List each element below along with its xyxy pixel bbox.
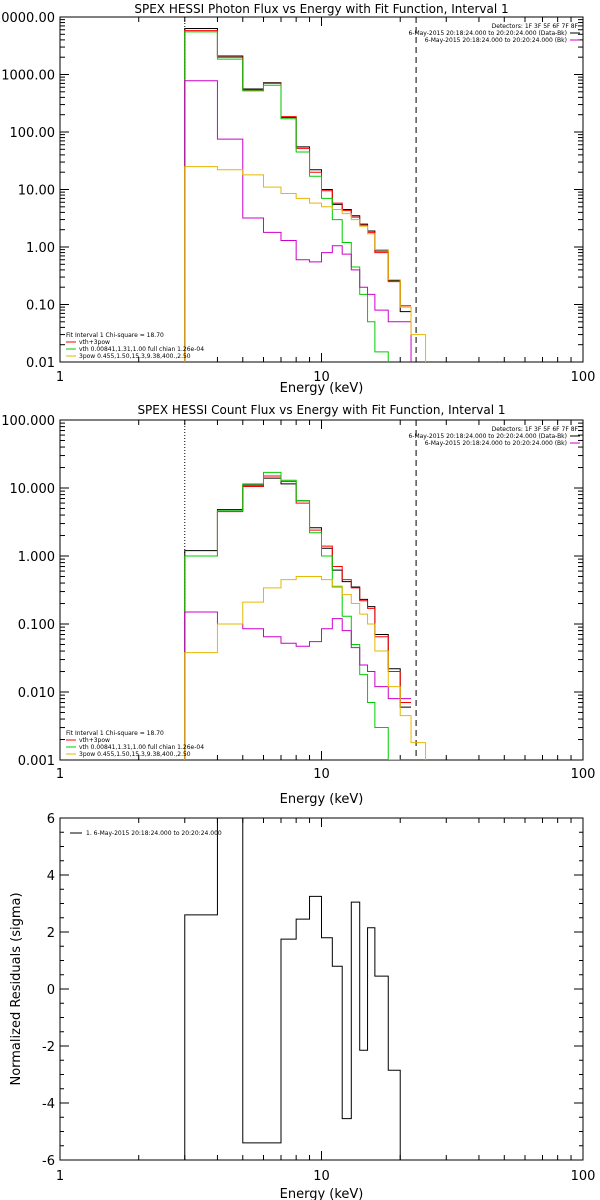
- y-tick-label: -2: [42, 1040, 55, 1055]
- legend-entry: 3pow 0.455,1.50,15.3,9.38,400.,2.50: [79, 353, 191, 360]
- series-line-5: [184, 166, 427, 362]
- y-tick-label: 4: [47, 869, 55, 884]
- legend-top-right: Detectors: 1F 3F 5F 6F 7F 8F6-May-2015 2…: [408, 426, 580, 447]
- x-tick-label: 100: [571, 1169, 596, 1184]
- y-tick-label: 1.000: [18, 550, 55, 565]
- legend-entry: 6-May-2015 20:18:24.000 to 20:20:24.000 …: [425, 37, 567, 44]
- plot-frame: [59, 419, 584, 761]
- series-line-1: [184, 818, 412, 1160]
- legend-entry: vth 0.00841,1.31,1.00 full chian 1.26e-0…: [79, 744, 204, 751]
- x-tick-label: 1: [56, 1169, 64, 1184]
- x-tick-label: 100: [571, 767, 596, 782]
- series-line-4: [184, 80, 412, 362]
- panel-2: SPEX HESSI Count Flux vs Energy with Fit…: [1, 403, 596, 807]
- y-tick-label: 10.000: [10, 482, 56, 497]
- series-line-3: [184, 471, 401, 760]
- legend-top-left: 1. 6-May-2015 20:18:24.000 to 20:20:24.0…: [70, 830, 222, 837]
- y-tick-label: 100.000: [1, 414, 55, 429]
- legend-entry: 3pow 0.455,1.50,15.3,9.38,400.,2.50: [79, 751, 191, 758]
- y-axis-label: Normalized Residuals (sigma): [9, 892, 24, 1085]
- y-tick-label: 1.00: [26, 241, 55, 256]
- plot-frame: [59, 817, 584, 1161]
- legend-top-right: Detectors: 1F 3F 5F 6F 7F 8F6-May-2015 2…: [408, 23, 580, 44]
- panel-3: Energy (keV) Normalized Residuals (sigma)…: [9, 812, 595, 1200]
- y-tick-label: 0.01: [26, 356, 55, 371]
- legend-entry: Fit Interval 1 Chi-square = 18.70: [66, 332, 164, 339]
- legend-entry: 6-May-2015 20:18:24.000 to 20:20:24.000 …: [408, 433, 567, 440]
- legend-entry: vth+3pow: [79, 737, 110, 744]
- y-tick-label: -4: [42, 1097, 55, 1112]
- y-tick-label: 0.010: [18, 686, 55, 701]
- y-tick-label: 100.00: [10, 126, 56, 141]
- legend-entry: Detectors: 1F 3F 5F 6F 7F 8F: [492, 426, 579, 433]
- series-line-5: [184, 575, 427, 760]
- chart-title: SPEX HESSI Photon Flux vs Energy with Fi…: [134, 2, 508, 16]
- legend-entry: Fit Interval 1 Chi-square = 18.70: [66, 730, 164, 737]
- x-tick-label: 1: [56, 370, 64, 385]
- x-axis-label: Energy (keV): [280, 1187, 364, 1200]
- y-tick-label: 0.100: [18, 618, 55, 633]
- x-tick-label: 10: [313, 370, 330, 385]
- legend-entry: vth+3pow: [79, 339, 110, 346]
- x-tick-label: 10: [313, 1169, 330, 1184]
- chart-title: SPEX HESSI Count Flux vs Energy with Fit…: [137, 403, 505, 417]
- x-tick-label: 1: [56, 767, 64, 782]
- y-tick-label: 2: [47, 926, 55, 941]
- series-line-1: [184, 28, 412, 362]
- y-tick-label: 1000.00: [1, 69, 55, 84]
- x-axis-label: Energy (keV): [280, 792, 364, 807]
- legend-entry: 6-May-2015 20:18:24.000 to 20:20:24.000 …: [408, 30, 567, 37]
- x-axis-label: Energy (keV): [280, 381, 364, 396]
- y-tick-label: 0: [47, 983, 55, 998]
- legend-entry: vth 0.00841,1.31,1.00 full chian 1.26e-0…: [79, 346, 204, 353]
- x-tick-label: 10: [313, 767, 330, 782]
- legend-bottom-left: Fit Interval 1 Chi-square = 18.70vth+3po…: [66, 332, 204, 360]
- y-tick-label: 0.10: [26, 299, 55, 314]
- x-tick-label: 100: [571, 370, 596, 385]
- y-tick-label: 10000.00: [0, 11, 55, 26]
- y-tick-label: 0.001: [18, 754, 55, 769]
- y-tick-label: 10.00: [18, 184, 55, 199]
- legend-entry: 1. 6-May-2015 20:18:24.000 to 20:20:24.0…: [86, 830, 222, 837]
- y-tick-label: -6: [42, 1154, 55, 1169]
- legend-bottom-left: Fit Interval 1 Chi-square = 18.70vth+3po…: [66, 730, 204, 758]
- legend-entry: 6-May-2015 20:18:24.000 to 20:20:24.000 …: [425, 440, 567, 447]
- legend-entry: Detectors: 1F 3F 5F 6F 7F 8F: [492, 23, 579, 30]
- panel-1: SPEX HESSI Photon Flux vs Energy with Fi…: [0, 2, 596, 396]
- series-line-3: [184, 31, 389, 362]
- series-line-4: [184, 611, 412, 760]
- series-line-2: [184, 30, 412, 362]
- y-tick-label: 6: [47, 812, 55, 827]
